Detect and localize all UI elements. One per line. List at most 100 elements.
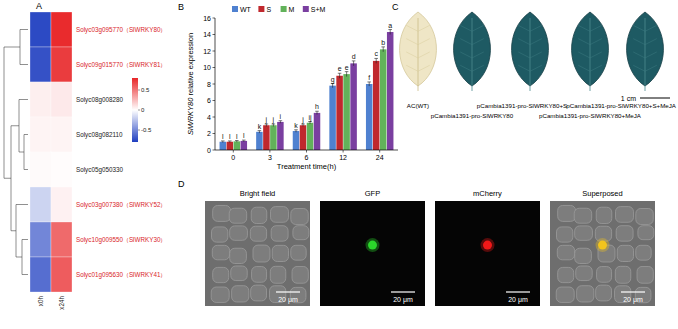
- bar: [293, 131, 300, 150]
- y-tick: [213, 84, 216, 85]
- cell-outline: [292, 266, 308, 283]
- error-cap: [221, 140, 225, 141]
- significance-letter: e: [345, 64, 349, 71]
- legend: WTSMS+M: [232, 6, 326, 13]
- leaf-vein: [418, 65, 430, 71]
- row-label: Solyc08g082110: [76, 131, 123, 139]
- cell-outline: [637, 266, 653, 283]
- nucleus-signal: [598, 241, 607, 250]
- dendrogram-branch: [24, 169, 28, 170]
- leaf-vein: [418, 39, 430, 45]
- bar: [263, 125, 270, 150]
- cell-outline: [212, 227, 228, 242]
- error-bar: [296, 130, 297, 132]
- cell-outline: [291, 208, 308, 224]
- cell-outline: [270, 266, 285, 283]
- leaf-vein: [518, 25, 530, 31]
- cell-outline: [229, 208, 246, 223]
- cell-outline: [250, 226, 266, 241]
- image-label: GFP: [365, 189, 380, 198]
- y-tick-label: 12: [203, 48, 211, 55]
- bar: [380, 49, 387, 150]
- error-cap: [272, 124, 276, 125]
- leaf-vein: [645, 52, 657, 58]
- leaf-vein: [418, 52, 430, 58]
- leaf-vein: [578, 39, 590, 45]
- significance-letter: j: [301, 116, 304, 124]
- leaf-vein: [472, 52, 484, 58]
- y-tick-label: 16: [203, 15, 211, 22]
- dendrogram-branch: [16, 204, 28, 205]
- error-cap: [367, 81, 371, 82]
- micrograph: 20 μm: [320, 201, 425, 306]
- leaf-label: pCambia1391-pro-SlWRKY80+MeJA: [539, 112, 642, 119]
- dendrogram-branch: [24, 134, 28, 135]
- micrograph-background: [550, 201, 655, 306]
- bar: [366, 84, 373, 150]
- scale-bar: [506, 291, 530, 292]
- bar: [256, 132, 263, 150]
- bar: [373, 61, 380, 150]
- heatmap-cell: [30, 47, 51, 82]
- x-tick-label: 6: [305, 154, 309, 161]
- error-cap: [374, 58, 378, 59]
- colorbar-tick: [138, 110, 140, 111]
- bar: [227, 142, 234, 150]
- error-cap: [331, 83, 335, 84]
- dendrogram-branch: [4, 47, 20, 48]
- bar: [350, 63, 357, 150]
- y-tick: [213, 34, 216, 35]
- significance-letter: f: [368, 74, 370, 81]
- leaf-vein: [633, 39, 645, 45]
- colorbar-tick-label: 0: [141, 107, 145, 113]
- leaf-vein: [406, 52, 418, 58]
- leaf-label: pCambia1391-pro-SlWRKY80: [431, 112, 514, 119]
- bar: [220, 142, 227, 150]
- cell-outline: [252, 267, 267, 283]
- micrograph: 20 μm: [435, 201, 540, 306]
- panel-label: B: [178, 2, 184, 12]
- leaf-vein: [460, 52, 472, 58]
- y-tick-label: 10: [203, 64, 211, 71]
- cell-outline: [577, 286, 594, 302]
- nucleus-signal: [368, 241, 377, 250]
- cell-outline: [253, 245, 270, 262]
- error-bar: [259, 131, 260, 133]
- cell-outline: [575, 226, 593, 240]
- cell-outline: [574, 208, 591, 223]
- nucleus-glow: [366, 238, 380, 252]
- leaf-vein: [406, 65, 418, 71]
- scale-label: 20 μm: [278, 296, 298, 304]
- leaf-vein: [460, 25, 472, 31]
- heatmap-cell: [30, 187, 51, 222]
- micrograph: 20 μm: [205, 201, 310, 306]
- cell-outline: [251, 207, 267, 223]
- cell-outline: [230, 226, 248, 240]
- legend-swatch: [281, 6, 287, 12]
- cell-outline: [557, 227, 573, 242]
- bar: [329, 86, 336, 150]
- leaf-vein: [578, 65, 590, 71]
- leaf-vein: [530, 52, 542, 58]
- row-label: Solyc08g008280: [76, 96, 123, 104]
- micrograph: 20 μm: [550, 201, 655, 306]
- cell-outline: [636, 208, 653, 224]
- colorbar-tick-label: 0.5: [141, 87, 150, 93]
- cell-outline: [558, 267, 574, 282]
- heatmap-cell: [30, 222, 51, 257]
- legend-label: S: [266, 6, 271, 13]
- scale-label: 20 μm: [623, 296, 643, 304]
- error-cap: [228, 140, 232, 141]
- leaf-label: AC(WT): [407, 102, 429, 109]
- error-cap: [308, 121, 312, 122]
- row-label: Solyc03g007380（SlWRKY52）: [76, 201, 166, 209]
- bar: [234, 141, 241, 150]
- nucleus-signal: [483, 241, 492, 250]
- leaf-vein: [633, 65, 645, 71]
- row-label: Solyc05g050330: [76, 166, 123, 174]
- heatmap-cell: [51, 187, 72, 222]
- row-label: Solyc01g095630（SlWRKY41）: [76, 271, 166, 279]
- cell-outline: [270, 207, 288, 223]
- bar: [307, 123, 314, 150]
- y-tick-label: 14: [203, 31, 211, 38]
